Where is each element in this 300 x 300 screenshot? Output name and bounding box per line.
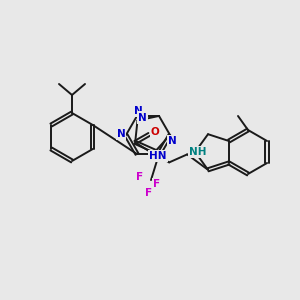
Text: N: N bbox=[117, 129, 125, 139]
Text: O: O bbox=[151, 128, 160, 137]
Text: F: F bbox=[146, 188, 153, 198]
Text: HN: HN bbox=[149, 152, 167, 161]
Text: N: N bbox=[168, 136, 176, 146]
Text: F: F bbox=[136, 172, 144, 182]
Text: NH: NH bbox=[189, 147, 207, 157]
Text: N: N bbox=[134, 106, 142, 116]
Text: N: N bbox=[138, 112, 147, 122]
Text: F: F bbox=[153, 179, 161, 189]
